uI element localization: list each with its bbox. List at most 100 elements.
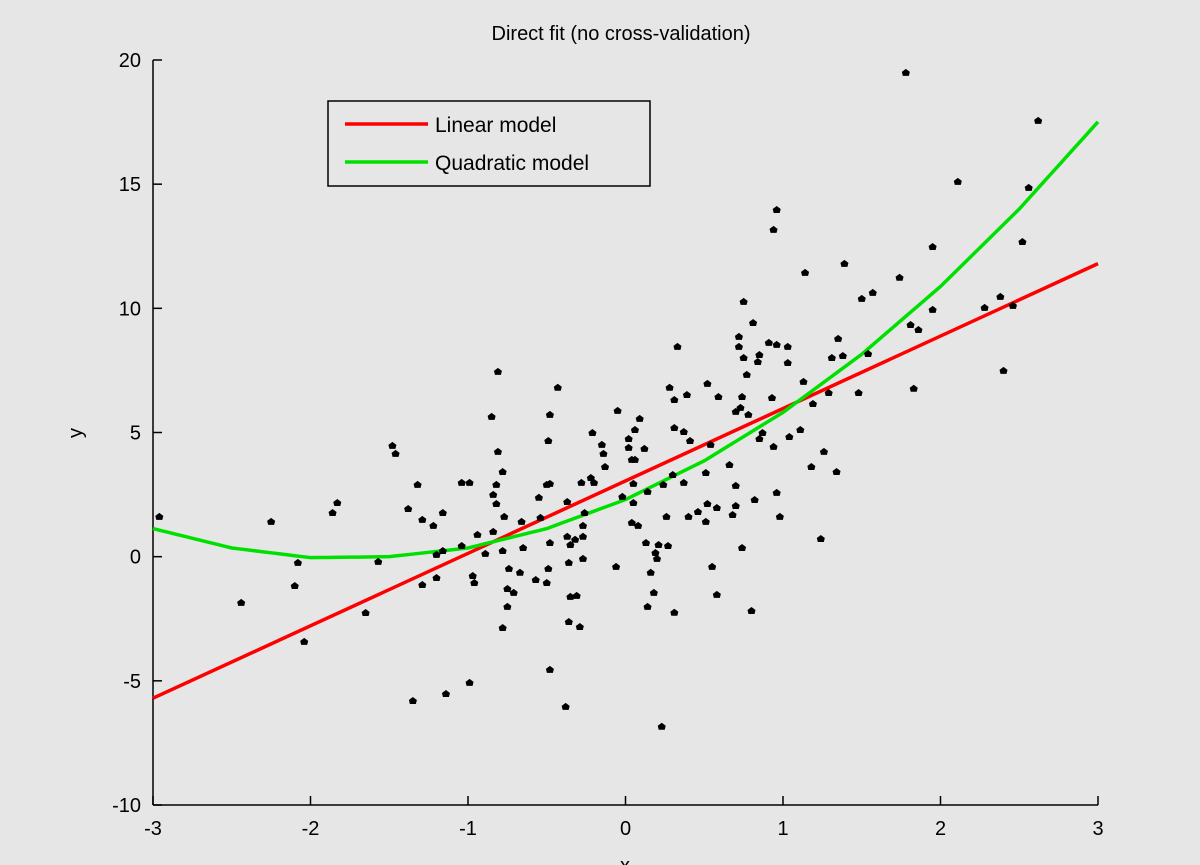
data-point (731, 481, 740, 489)
data-point (517, 517, 526, 525)
y-tick-label: 0 (130, 547, 141, 569)
data-point (545, 665, 554, 673)
data-point (473, 530, 482, 538)
data-point (545, 410, 554, 418)
x-axis-label: x (620, 855, 630, 865)
data-point (613, 406, 622, 414)
data-point (739, 354, 748, 361)
data-point (468, 572, 477, 580)
data-point (545, 479, 554, 487)
data-point (542, 578, 551, 586)
data-point (832, 467, 841, 475)
data-point (928, 305, 937, 313)
data-point (659, 480, 668, 488)
data-point (772, 488, 781, 496)
data-point (267, 517, 276, 525)
data-point (566, 592, 575, 600)
data-point (580, 508, 589, 516)
data-point (643, 602, 652, 610)
data-point (739, 297, 748, 305)
data-point (819, 447, 828, 455)
data-point (470, 578, 479, 586)
data-point (857, 294, 866, 302)
data-point (1018, 238, 1027, 246)
data-point (712, 590, 721, 598)
data-point (684, 512, 693, 520)
x-tick-label: -2 (302, 818, 320, 840)
data-point (767, 393, 776, 401)
data-point (237, 598, 246, 606)
data-point (578, 521, 587, 529)
data-point (489, 527, 498, 535)
data-point (534, 493, 543, 501)
data-point (731, 502, 740, 510)
data-point (668, 470, 677, 478)
data-point (290, 581, 299, 589)
data-point (531, 576, 540, 584)
data-point (909, 384, 918, 392)
data-point (504, 564, 513, 572)
data-point (624, 443, 633, 451)
data-point (629, 499, 638, 507)
data-point (575, 622, 584, 630)
data-point (553, 383, 562, 391)
x-tick-label: -3 (144, 818, 162, 840)
data-point (432, 550, 441, 558)
data-point (545, 539, 554, 547)
data-point (662, 512, 671, 520)
data-point (374, 557, 383, 565)
data-point (515, 568, 524, 576)
data-point (738, 543, 747, 551)
y-tick-label: -5 (123, 671, 141, 693)
data-point (703, 500, 712, 508)
data-point (838, 352, 847, 360)
data-point (827, 354, 836, 361)
scatter-points (155, 68, 1043, 730)
data-point (599, 449, 608, 457)
data-point (465, 678, 474, 686)
data-point (564, 617, 573, 625)
data-point (1024, 183, 1033, 191)
data-point (597, 440, 606, 448)
data-point (734, 342, 743, 350)
data-point (712, 503, 721, 511)
data-point (747, 607, 756, 615)
data-point (438, 546, 447, 554)
data-point (731, 407, 740, 415)
data-point (783, 358, 792, 366)
data-point (563, 532, 572, 540)
data-point (785, 432, 794, 440)
data-point (155, 512, 164, 520)
data-point (834, 334, 843, 342)
data-point (1008, 301, 1017, 309)
data-point (612, 562, 621, 570)
data-point (293, 558, 302, 566)
data-point (783, 342, 792, 350)
data-point (489, 490, 498, 498)
data-point (438, 508, 447, 516)
data-point (928, 242, 937, 250)
data-point (749, 318, 758, 326)
data-point (391, 449, 400, 457)
data-point (544, 564, 553, 572)
data-point (807, 463, 816, 471)
data-point (901, 68, 910, 76)
data-point (764, 338, 773, 346)
fit-lines (152, 120, 1100, 700)
data-point (772, 340, 781, 348)
data-point (670, 424, 679, 432)
x-tick-label: 2 (935, 818, 946, 840)
data-point (630, 455, 639, 463)
data-point (481, 549, 490, 557)
data-point (664, 541, 673, 549)
data-point (799, 377, 808, 385)
x-tick-label: -1 (459, 818, 477, 840)
data-point (653, 554, 661, 562)
legend-label-linear: Linear model (435, 114, 556, 137)
data-point (641, 539, 650, 547)
data-point (772, 205, 781, 213)
data-point (361, 609, 370, 617)
data-point (586, 473, 595, 481)
data-point (665, 383, 674, 391)
data-point (854, 389, 863, 397)
